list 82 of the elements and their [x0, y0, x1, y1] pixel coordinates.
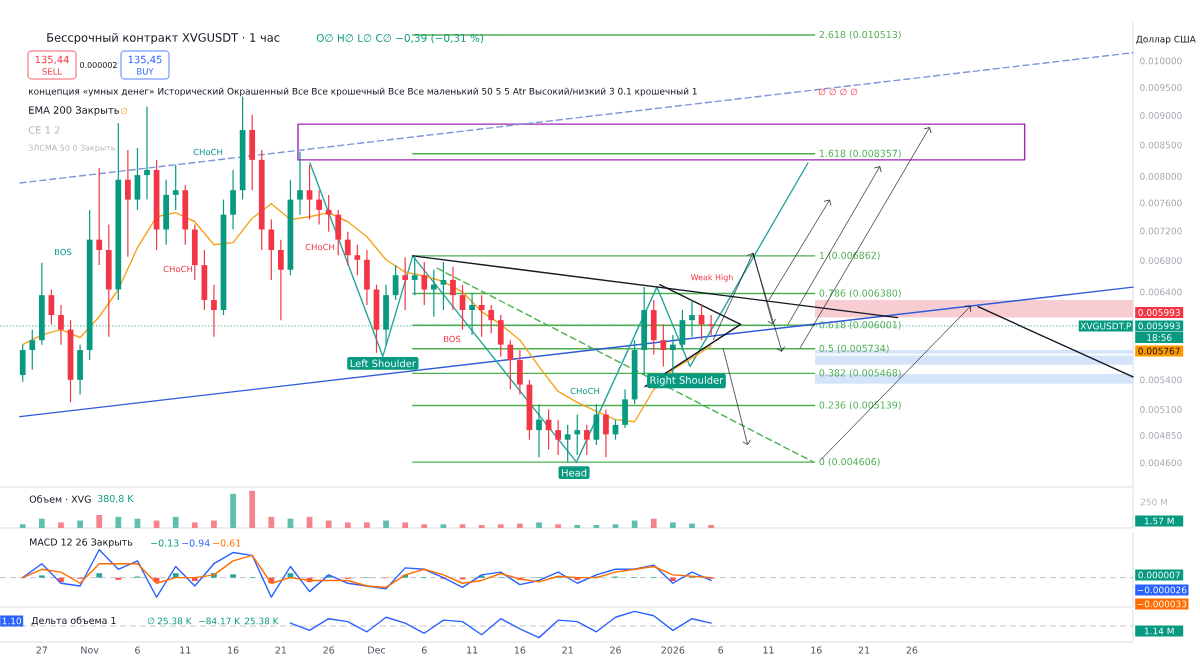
y-tick-label: 0.007200	[1140, 227, 1182, 235]
annotation: CHoCH	[163, 265, 193, 273]
annotation: 380,8 K	[97, 494, 134, 504]
x-tick-label: 6	[718, 646, 724, 654]
ref-line-label: 0.005993	[1138, 322, 1180, 330]
x-tick-label: 26	[906, 646, 918, 654]
y-tick-label: 0.006800	[1140, 257, 1182, 264]
text: 0.005993	[1138, 309, 1180, 316]
x-tick-label: 6	[421, 646, 427, 654]
x-tick-label: 11	[180, 646, 191, 654]
x-tick-label: 11	[467, 646, 478, 654]
annotation: 135,45	[128, 55, 162, 65]
annotation: CHoCH	[305, 243, 335, 251]
y-tick-label: 0.009500	[1140, 84, 1182, 91]
x-tick-label: 21	[562, 646, 573, 654]
x-tick-label: 11	[763, 646, 774, 654]
text: Дельта объема 1	[31, 616, 116, 626]
text: −0.000033	[1137, 600, 1187, 608]
x-tick-label: 21	[858, 646, 870, 654]
annotation: SELL	[42, 68, 63, 75]
text: 18:56	[1147, 334, 1172, 341]
annotation: ∅	[120, 107, 128, 115]
x-tick-label: 16	[811, 646, 822, 654]
y-tick-label: 0.010000	[1140, 57, 1182, 65]
series-label: 1.618 (0.008357)	[819, 149, 901, 159]
series-label: 0.5 (0.005734)	[819, 344, 889, 354]
annotation: CHoCH	[570, 387, 600, 395]
text: −0.13	[151, 539, 179, 547]
series-label: 0.382 (0.005468)	[819, 369, 901, 378]
annotation: концепция «умных денег» Исторический Окрашенный Все Все крошечный Все Все маленький 50 5 5 Atr Высокий/низкий 3 0.1 крошечный 1	[29, 87, 697, 97]
annotation: 135,44	[35, 55, 69, 65]
text: −0.94	[182, 539, 210, 547]
text: 0.000007	[1138, 571, 1180, 579]
annotation: Left Shoulder	[350, 359, 416, 368]
annotation: CE 1 2	[28, 126, 60, 134]
text: 250 M	[1140, 498, 1168, 506]
x-tick-label: 26	[610, 646, 621, 654]
annotation: 25.38 K	[244, 617, 279, 625]
annotation: CHoCH	[193, 148, 223, 156]
annotation: −84.17 K	[199, 617, 241, 625]
annotation: EMA 200 Закрыть	[29, 106, 120, 116]
text: Бессрочный контракт XVGUSDT · 1 час	[47, 32, 280, 45]
text: 1.14 M	[1144, 627, 1174, 635]
annotation: Head	[562, 468, 587, 477]
x-tick-label: Dec	[368, 646, 386, 654]
x-tick-label: Nov	[81, 646, 99, 654]
y-tick-label: 0.004850	[1140, 432, 1182, 439]
y-tick-label: 0.008000	[1140, 172, 1182, 180]
series-label: 0 (0.004606)	[819, 457, 880, 467]
chart-title: Объем · XVG	[29, 495, 91, 503]
text: −0.61	[213, 539, 241, 547]
text: 1.57 M	[1144, 517, 1174, 525]
x-tick-label: 16	[514, 646, 526, 654]
x-tick-label: 2026	[661, 646, 685, 654]
annotation: BOS	[443, 335, 461, 343]
series-label: 0.786 (0.006380)	[819, 289, 901, 298]
annotation: ∅	[147, 617, 155, 625]
series-label: 2.618 (0.010513)	[819, 30, 901, 40]
annotation: 25.38 K	[157, 617, 192, 625]
x-tick-label: 21	[275, 646, 287, 654]
annotation: Right Shoulder	[650, 376, 724, 386]
y-tick-label: 0.006400	[1140, 288, 1182, 296]
y-tick-label: 0.009000	[1140, 112, 1182, 119]
chart-title: MACD 12 26 Закрыть	[30, 538, 133, 548]
x-tick-label: 16	[228, 646, 239, 654]
text: Доллар США	[1136, 35, 1196, 45]
y-tick-label: 0.004600	[1140, 459, 1182, 467]
text: O∅ H∅ L∅ C∅ −0,39 (−0,31 %)	[316, 33, 484, 44]
y-tick-label: 0.005100	[1140, 406, 1182, 413]
x-tick-label: 6	[135, 646, 140, 654]
text: −0.000026	[1137, 586, 1187, 594]
annotation: ∅ ∅ ∅ ∅	[818, 88, 858, 96]
annotation: 1.10	[2, 617, 22, 625]
x-tick-label: 27	[36, 646, 48, 654]
y-tick-label: 0.005400	[1140, 376, 1182, 384]
y-tick-label: 0.007600	[1140, 199, 1182, 207]
x-tick-label: 26	[323, 646, 335, 654]
annotation: BUY	[137, 68, 154, 75]
text: 0.005767	[1138, 347, 1180, 355]
y-tick-label: 0.008500	[1140, 141, 1182, 149]
annotation: BOS	[54, 248, 72, 256]
annotation: XVGUSDT.P	[1080, 322, 1132, 330]
